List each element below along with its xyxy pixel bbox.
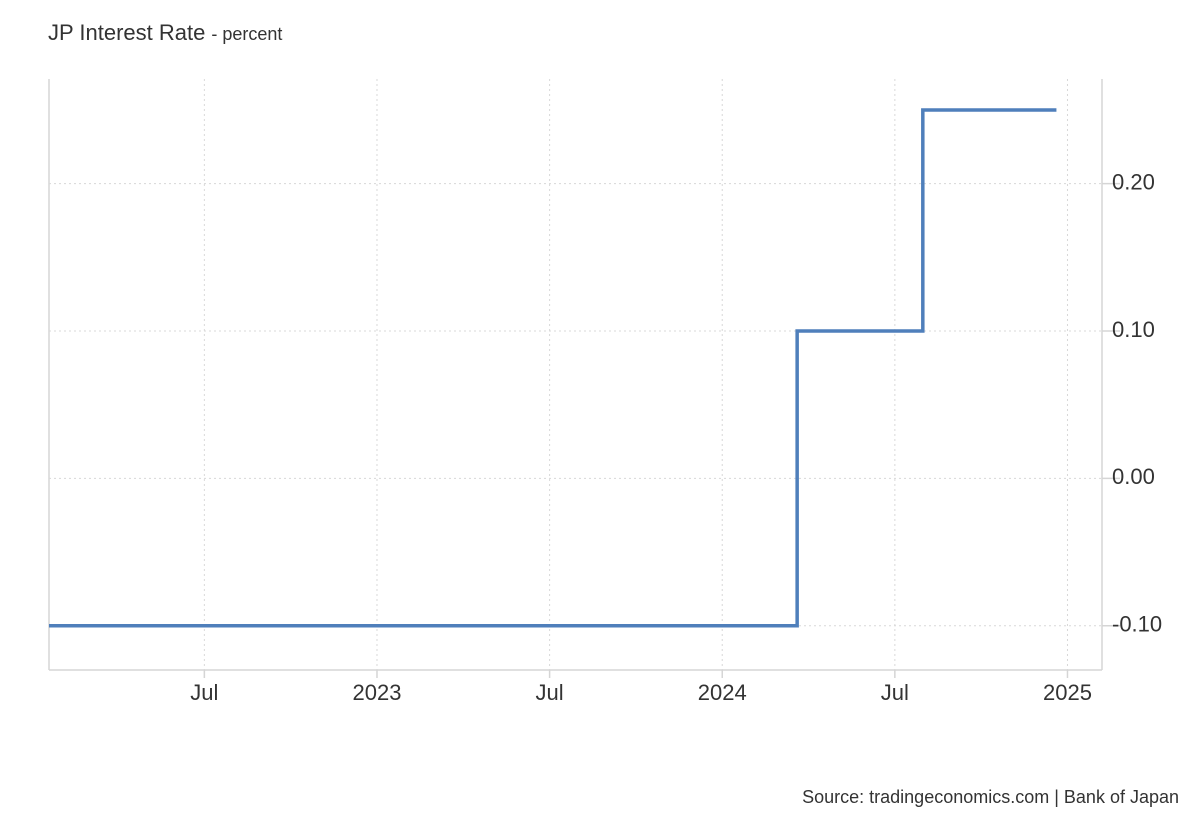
x-tick-label: 2024 bbox=[698, 680, 747, 705]
x-tick-label: Jul bbox=[881, 680, 909, 705]
y-tick-label: 0.00 bbox=[1112, 464, 1155, 489]
x-tick-label: Jul bbox=[536, 680, 564, 705]
x-tick-label: 2023 bbox=[353, 680, 402, 705]
chart-title: JP Interest Rate - percent bbox=[48, 20, 282, 45]
x-tick-label: 2025 bbox=[1043, 680, 1092, 705]
data-line bbox=[49, 108, 1057, 628]
subtitle: - percent bbox=[211, 24, 282, 44]
y-tick-label: 0.10 bbox=[1112, 317, 1155, 342]
source: Source: tradingeconomics.com | Bank of J… bbox=[802, 787, 1179, 807]
title: JP Interest Rate bbox=[48, 20, 205, 45]
x-tick-label: Jul bbox=[190, 680, 218, 705]
y-tick-label: 0.20 bbox=[1112, 169, 1155, 194]
y-tick-label: -0.10 bbox=[1112, 612, 1162, 637]
